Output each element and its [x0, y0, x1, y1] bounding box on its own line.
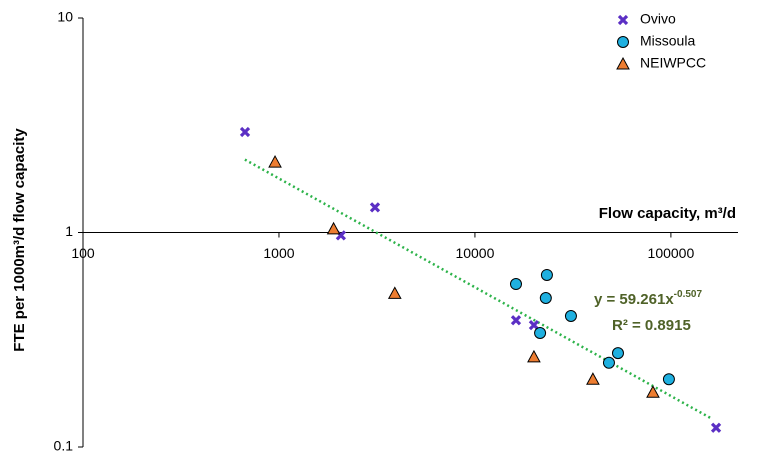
point [662, 373, 675, 386]
point [326, 221, 341, 235]
x-tick-label: 1000 [263, 245, 294, 261]
r-squared: R² = 0.8915 [612, 317, 691, 334]
x-tick-label: 10000 [455, 245, 494, 261]
x-tick-label: 100000 [648, 245, 695, 261]
point [539, 292, 552, 305]
legend-label: Ovivo [640, 11, 676, 27]
point [564, 310, 577, 323]
point [586, 372, 600, 385]
y-tick-label: 1 [65, 223, 73, 239]
y-axis-label: FTE per 1000m³/d flow capacity [11, 128, 28, 352]
y-tick-label: 10 [57, 9, 73, 25]
point [528, 319, 540, 331]
y-tick-label: 0.1 [54, 438, 74, 454]
legend-label: NEIWPCC [640, 55, 706, 71]
point [710, 422, 722, 433]
equation-text: y = 59.261x [594, 291, 674, 308]
equation-exponent: -0.507 [674, 289, 703, 300]
point [510, 315, 522, 326]
trend-equation: y = 59.261x-0.507 [594, 289, 702, 308]
x-tick-label: 100 [71, 245, 95, 261]
point [387, 286, 402, 299]
point [509, 278, 522, 291]
legend-marker [617, 36, 629, 48]
trendline [244, 158, 712, 420]
point [646, 385, 660, 398]
point [239, 126, 251, 138]
point [540, 268, 553, 281]
legend-marker [616, 56, 630, 70]
point [268, 155, 282, 168]
point [527, 349, 541, 363]
x-axis-label: Flow capacity, m³/d [599, 205, 736, 222]
legend-marker [617, 14, 629, 26]
point [534, 326, 547, 339]
point [602, 356, 615, 369]
legend-label: Missoula [640, 33, 695, 49]
point [369, 202, 381, 213]
point [611, 347, 624, 360]
